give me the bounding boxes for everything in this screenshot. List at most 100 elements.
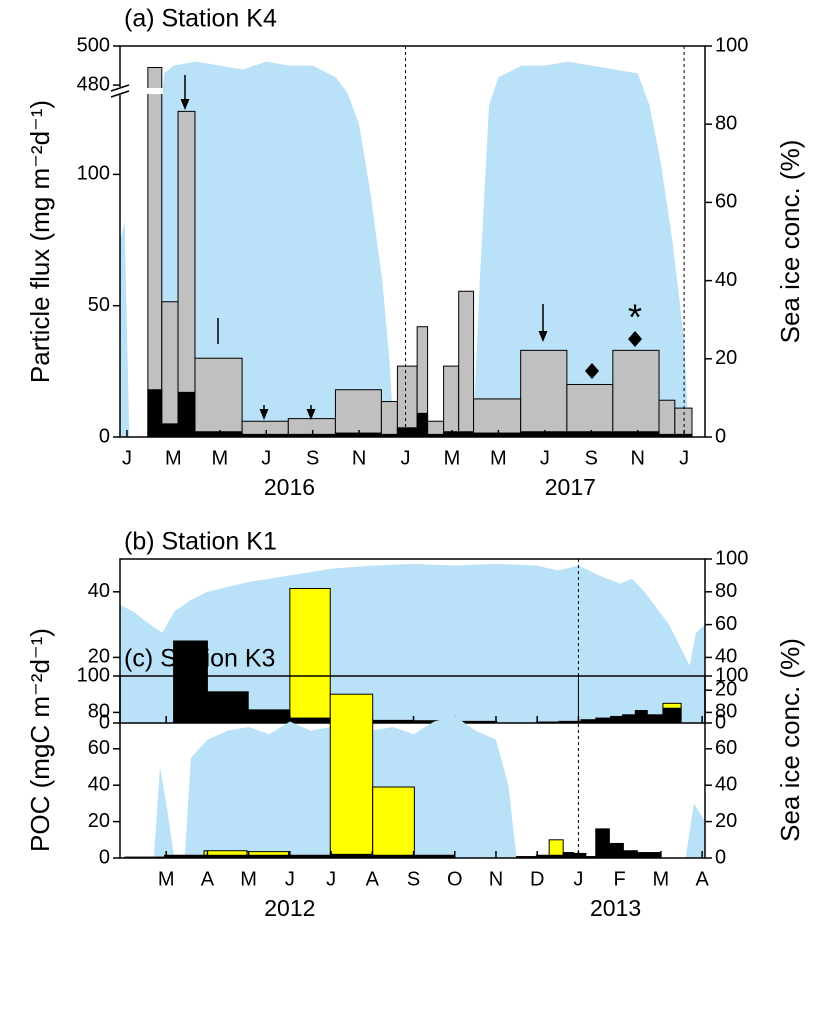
bar <box>520 349 568 438</box>
bar <box>443 431 460 438</box>
x-tick-label: N <box>352 447 366 469</box>
bar <box>622 850 638 859</box>
bar <box>247 709 291 724</box>
plot-frame <box>119 558 706 724</box>
y2-tick-label: 40 <box>715 269 737 291</box>
year-label: 2016 <box>264 474 315 500</box>
y-axis-label: POC (mgC m⁻²d⁻¹) <box>25 628 55 852</box>
bar <box>396 427 418 438</box>
y-tick-label: 20 <box>88 810 110 832</box>
y2-tick-label: 100 <box>715 664 748 686</box>
y-tick-label: 50 <box>88 294 110 316</box>
y2-tick-label: 80 <box>715 112 737 134</box>
y2-tick-label: 60 <box>715 737 737 759</box>
x-tick-label: M <box>444 447 461 469</box>
x-tick-label: S <box>585 447 598 469</box>
y2-tick-label: 60 <box>715 613 737 635</box>
axis-break-gap <box>146 88 163 94</box>
x-tick-label: J <box>261 447 271 469</box>
bar <box>177 391 196 438</box>
x-tick-label: J <box>122 447 132 469</box>
bar <box>646 852 662 859</box>
x-tick-label: M <box>490 447 507 469</box>
y2-tick-label: 20 <box>715 810 737 832</box>
bar <box>612 431 660 438</box>
x-tick-label: A <box>366 868 380 890</box>
y2-axis-label: Sea ice conc. (%) <box>775 638 805 842</box>
x-tick-label: J <box>285 868 295 890</box>
bar <box>595 828 610 859</box>
panel: 0 20 40 0 20 40 60 80 100 (b) Station K1 <box>88 528 749 734</box>
x-tick-label: A <box>201 868 215 890</box>
y2-tick-label: 60 <box>715 191 737 213</box>
bar <box>520 431 568 438</box>
bar <box>147 389 163 438</box>
bar <box>334 389 382 438</box>
x-tick-label: M <box>158 868 175 890</box>
bar <box>177 110 196 438</box>
sea-ice-area <box>120 563 705 723</box>
y-tick-label: 60 <box>88 737 110 759</box>
bar <box>562 852 575 859</box>
bar <box>636 852 648 859</box>
y-tick-label: 100 <box>77 163 110 185</box>
diamond-marker <box>585 363 599 379</box>
y-tick-label: 0 <box>99 846 110 868</box>
x-tick-label: M <box>240 868 257 890</box>
y2-tick-label: 40 <box>715 646 737 668</box>
year-label: 2017 <box>545 474 596 500</box>
x-tick-label: F <box>614 868 626 890</box>
bar <box>372 786 415 859</box>
y2-tick-label: 20 <box>715 347 737 369</box>
y2-tick-label: 80 <box>715 701 737 723</box>
x-tick-label: J <box>401 447 411 469</box>
bar <box>622 714 636 724</box>
x-tick-label: N <box>489 868 503 890</box>
bar <box>329 693 374 859</box>
y2-tick-label: 40 <box>715 773 737 795</box>
bar <box>289 588 331 724</box>
y2-tick-label: 80 <box>715 580 737 602</box>
axis-break <box>110 90 130 98</box>
y2-tick-label: 0 <box>715 846 726 868</box>
bar <box>658 399 676 438</box>
bar <box>161 423 179 438</box>
x-tick-label: S <box>407 868 420 890</box>
bar <box>566 431 614 438</box>
bar <box>608 842 624 859</box>
y-tick-label: 80 <box>88 701 110 723</box>
bar <box>662 707 682 724</box>
x-tick-label: D <box>530 868 544 890</box>
x-tick-label: J <box>679 447 689 469</box>
x-tick-label: J <box>540 447 550 469</box>
bar <box>610 715 624 724</box>
bar <box>380 401 398 438</box>
bar <box>194 357 243 438</box>
panel-title: (b) Station K1 <box>124 528 277 556</box>
x-tick-label: M <box>165 447 182 469</box>
x-tick-label: S <box>306 447 319 469</box>
asterisk: * <box>628 297 642 338</box>
x-tick-label: J <box>326 868 336 890</box>
y-tick-label: 20 <box>88 646 110 668</box>
plot-frame <box>119 675 706 859</box>
bar <box>473 398 522 438</box>
y-axis-label: Particle flux (mg m⁻²d⁻¹) <box>25 100 55 383</box>
diamond-marker <box>628 331 642 347</box>
y-tick-label: 40 <box>88 773 110 795</box>
plot-frame <box>119 45 706 438</box>
bar <box>173 640 208 724</box>
arrow-head <box>538 331 548 342</box>
x-tick-label: J <box>573 868 583 890</box>
bar <box>147 67 163 438</box>
panel: 0 50 100 480 500 0 20 40 60 80 100 J M M J S N J M M J S N J 201… <box>25 5 805 500</box>
panel-title: (a) Station K4 <box>124 5 277 33</box>
bar <box>458 290 475 438</box>
y2-axis-label: Sea ice conc. (%) <box>775 140 805 344</box>
y-tick-label: 500 <box>77 34 110 56</box>
y-tick-label: 0 <box>99 711 110 733</box>
bar <box>634 710 648 724</box>
arrow-head <box>259 409 269 420</box>
bar <box>612 349 660 438</box>
x-tick-label: O <box>447 868 463 890</box>
